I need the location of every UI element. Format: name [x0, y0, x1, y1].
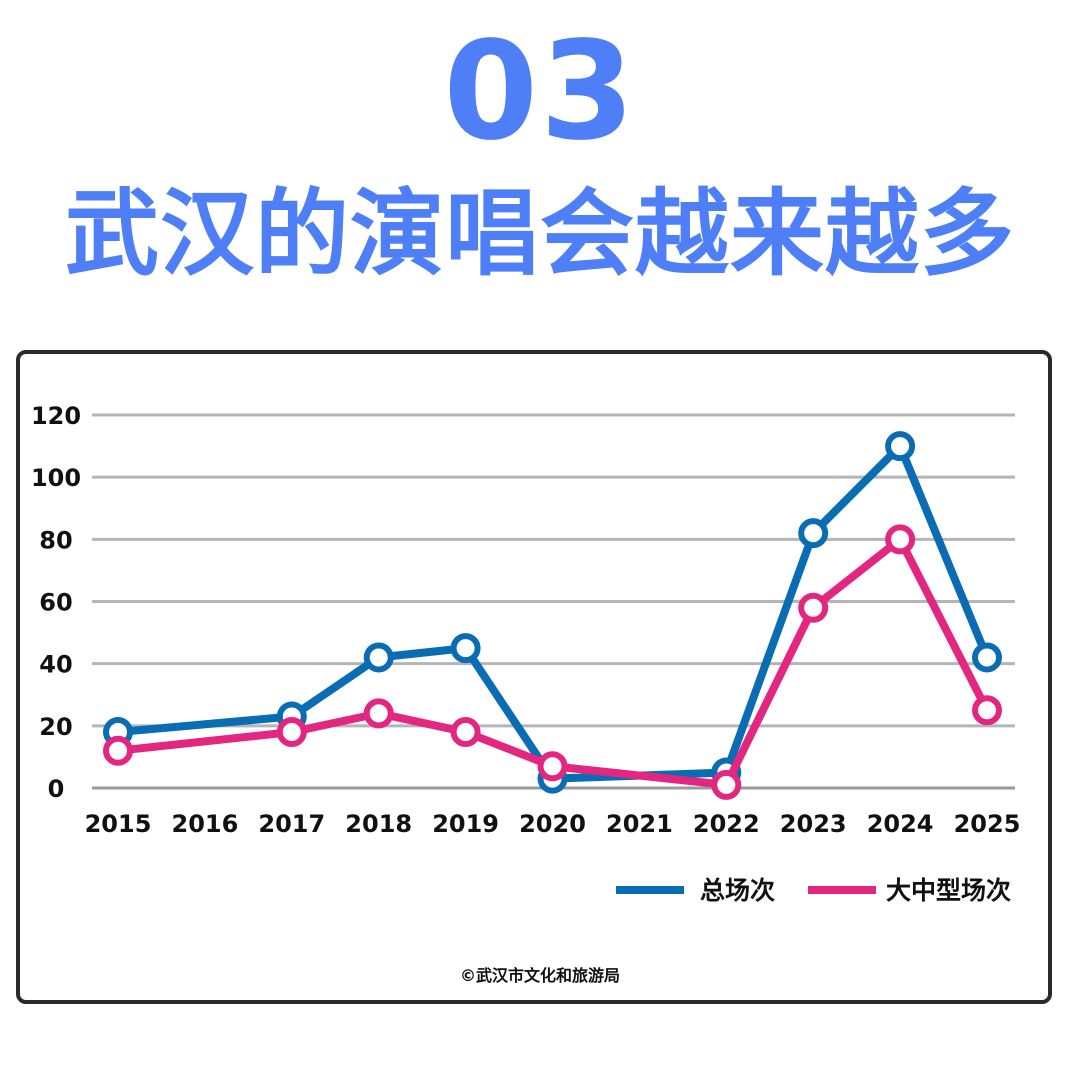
y-tick-label: 60 [39, 589, 72, 617]
x-tick-label: 2023 [780, 810, 847, 838]
data-point [885, 431, 916, 462]
series-line [114, 442, 991, 783]
x-tick-label: 2021 [606, 810, 673, 838]
data-point [450, 633, 481, 664]
legend-item: 大中型场次 [808, 876, 1011, 905]
x-tick-label: 2017 [258, 810, 325, 838]
data-point [711, 769, 742, 800]
section-number: 03 [443, 13, 637, 171]
page-title: 武汉的演唱会越来越多 [64, 180, 1015, 289]
data-point [798, 518, 829, 549]
chart-card [16, 350, 1052, 1004]
x-tick-label: 2015 [85, 810, 152, 838]
grid-lines [92, 413, 1015, 790]
x-tick-label: 2020 [519, 810, 586, 838]
x-axis-ticks: 2015 2016 2017 2018 2019 2020 2021 2022 2023 2024… [85, 810, 1021, 838]
y-tick-label: 120 [31, 402, 81, 430]
source-credit: ©武汉市文化和旅游局 [459, 966, 620, 985]
series-2 [103, 524, 1002, 800]
data-point [885, 524, 916, 555]
data-point [363, 642, 394, 673]
x-tick-label: 2025 [954, 810, 1021, 838]
data-point [798, 592, 829, 623]
legend-item: 总场次 [616, 876, 775, 905]
x-tick-label: 2022 [693, 810, 760, 838]
data-point [276, 717, 307, 748]
y-tick-label: 0 [48, 775, 65, 803]
data-point [363, 698, 394, 729]
data-point [537, 751, 568, 782]
y-tick-label: 40 [39, 651, 72, 679]
legend: 总场次 大中型场次 [616, 876, 1011, 905]
y-axis-ticks: 0 20 40 60 80 100 120 [31, 402, 81, 803]
x-tick-label: 2016 [172, 810, 239, 838]
series-layer [103, 431, 1002, 800]
data-point [450, 717, 481, 748]
data-point [972, 695, 1002, 726]
y-tick-label: 100 [31, 464, 81, 492]
x-tick-label: 2019 [432, 810, 499, 838]
y-tick-label: 20 [39, 713, 72, 741]
y-tick-label: 80 [39, 526, 72, 554]
series-line [114, 535, 991, 789]
x-tick-label: 2018 [345, 810, 412, 838]
legend-label: 大中型场次 [886, 876, 1011, 905]
data-point [103, 735, 133, 766]
x-tick-label: 2024 [867, 810, 934, 838]
data-point [972, 642, 1002, 673]
legend-label: 总场次 [700, 876, 775, 905]
